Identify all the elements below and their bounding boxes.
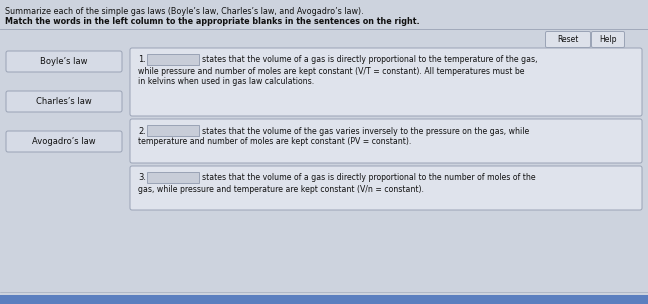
Text: in kelvins when used in gas law calculations.: in kelvins when used in gas law calculat… (138, 78, 314, 87)
Bar (147, 54, 199, 65)
FancyBboxPatch shape (6, 91, 122, 112)
Bar (147, 125, 199, 136)
FancyBboxPatch shape (6, 51, 122, 72)
Text: Avogadro’s law: Avogadro’s law (32, 137, 96, 146)
Text: states that the volume of a gas is directly proportional to the temperature of t: states that the volume of a gas is direc… (202, 56, 537, 64)
FancyBboxPatch shape (546, 32, 590, 47)
Text: gas, while pressure and temperature are kept constant (V/n = constant).: gas, while pressure and temperature are … (138, 185, 424, 194)
FancyBboxPatch shape (6, 131, 122, 152)
Text: states that the volume of the gas varies inversely to the pressure on the gas, w: states that the volume of the gas varies… (202, 126, 529, 136)
Text: 3.: 3. (138, 174, 146, 182)
Text: Charles’s law: Charles’s law (36, 97, 92, 106)
Text: states that the volume of a gas is directly proportional to the number of moles : states that the volume of a gas is direc… (202, 174, 536, 182)
Text: Boyle’s law: Boyle’s law (40, 57, 87, 66)
Text: temperature and number of moles are kept constant (PV = constant).: temperature and number of moles are kept… (138, 137, 411, 147)
Text: Help: Help (599, 35, 617, 44)
Text: Summarize each of the simple gas laws (Boyle’s law, Charles’s law, and Avogadro’: Summarize each of the simple gas laws (B… (5, 7, 364, 16)
Text: while pressure and number of moles are kept constant (V/T = constant). All tempe: while pressure and number of moles are k… (138, 67, 524, 75)
FancyBboxPatch shape (130, 166, 642, 210)
Text: 2.: 2. (138, 126, 146, 136)
Bar (0, 295, 648, 304)
FancyBboxPatch shape (592, 32, 625, 47)
FancyBboxPatch shape (130, 48, 642, 116)
Text: Match the words in the left column to the appropriate blanks in the sentences on: Match the words in the left column to th… (5, 17, 420, 26)
Bar (147, 172, 199, 183)
Text: Reset: Reset (557, 35, 579, 44)
Text: 1.: 1. (138, 56, 146, 64)
FancyBboxPatch shape (130, 119, 642, 163)
